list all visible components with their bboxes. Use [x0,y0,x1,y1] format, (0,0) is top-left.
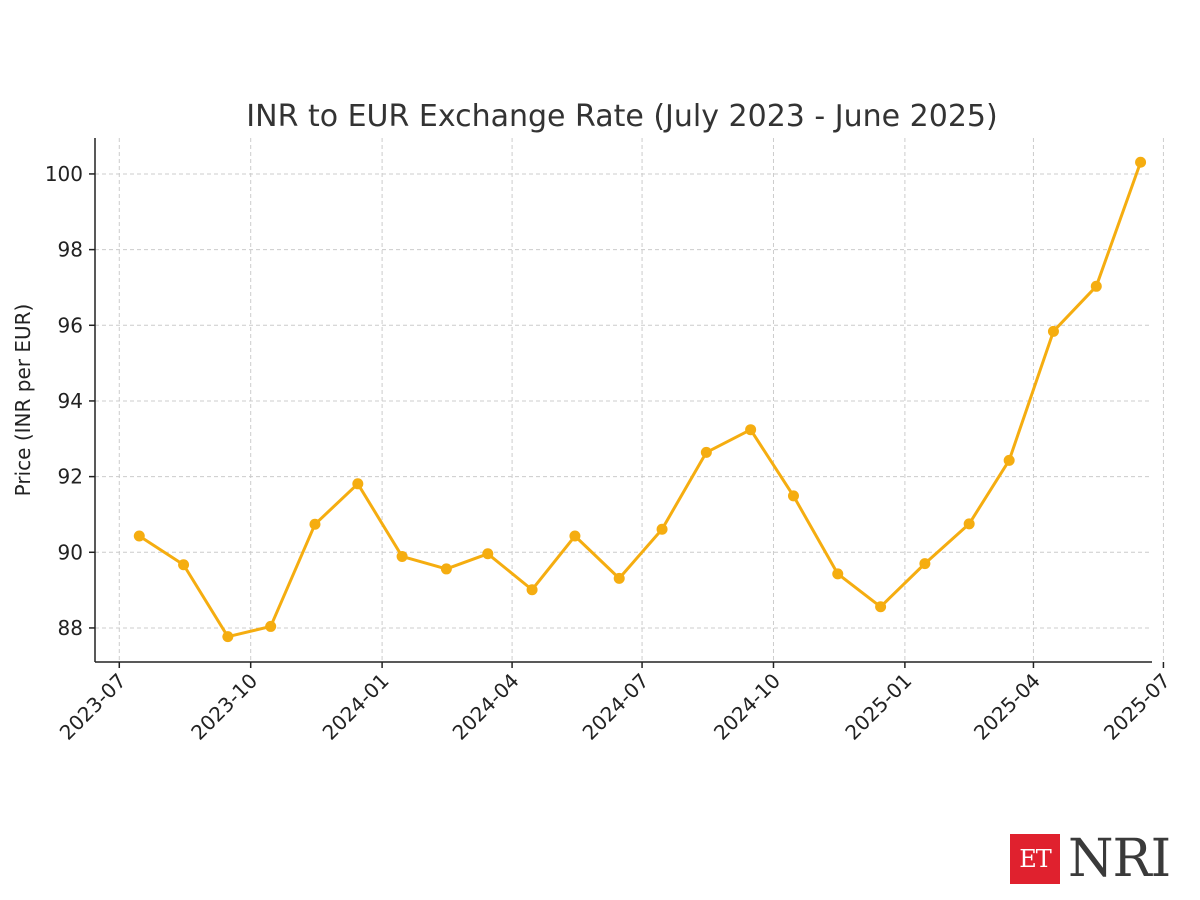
data-point [1135,156,1147,168]
y-tick-label: 94 [58,389,83,413]
logo-et-badge: ET [1010,834,1060,884]
data-point [178,559,190,571]
data-point [133,530,145,542]
et-nri-logo: ET NRI [1010,829,1171,889]
x-tick-label: 2024-04 [448,669,524,745]
data-point [875,601,887,613]
x-tick-label: 2023-10 [186,669,262,745]
x-tick-label: 2025-07 [1099,669,1175,745]
data-point [440,563,452,575]
x-tick-label: 2025-04 [969,669,1045,745]
data-point [700,446,712,458]
y-tick-label: 92 [58,465,83,489]
chart-title: INR to EUR Exchange Rate (July 2023 - Ju… [246,99,997,134]
data-point [526,584,538,596]
data-point [569,530,581,542]
logo-nri-text: NRI [1068,829,1171,889]
axes [89,138,1165,668]
data-point [265,620,277,632]
data-point [919,558,931,570]
data-point [352,478,364,490]
y-tick-label: 88 [58,616,83,640]
x-tick-label: 2023-07 [55,669,131,745]
x-tick-label: 2025-01 [840,669,916,745]
data-point [832,568,844,580]
y-axis-label: Price (INR per EUR) [11,304,35,497]
x-tick-label: 2024-07 [578,669,654,745]
data-point [1047,325,1059,337]
data-point [1090,280,1102,292]
data-point [787,490,799,502]
series-line [138,161,1142,639]
y-tick-label: 100 [45,162,83,186]
y-tick-label: 98 [58,238,83,262]
grid [95,138,1164,662]
data-point [656,523,668,535]
data-point [309,518,321,530]
data-point [482,548,494,560]
y-tick-label: 90 [58,540,83,564]
x-tick-label: 2024-10 [709,669,785,745]
data-point [1003,454,1015,466]
data-point [963,518,975,530]
x-tick-label: 2024-01 [318,669,394,745]
data-point [222,631,234,643]
y-tick-label: 96 [58,313,83,337]
data-point [745,424,757,436]
data-point [613,572,625,584]
data-point [396,550,408,562]
series-inr-eur [133,156,1147,643]
